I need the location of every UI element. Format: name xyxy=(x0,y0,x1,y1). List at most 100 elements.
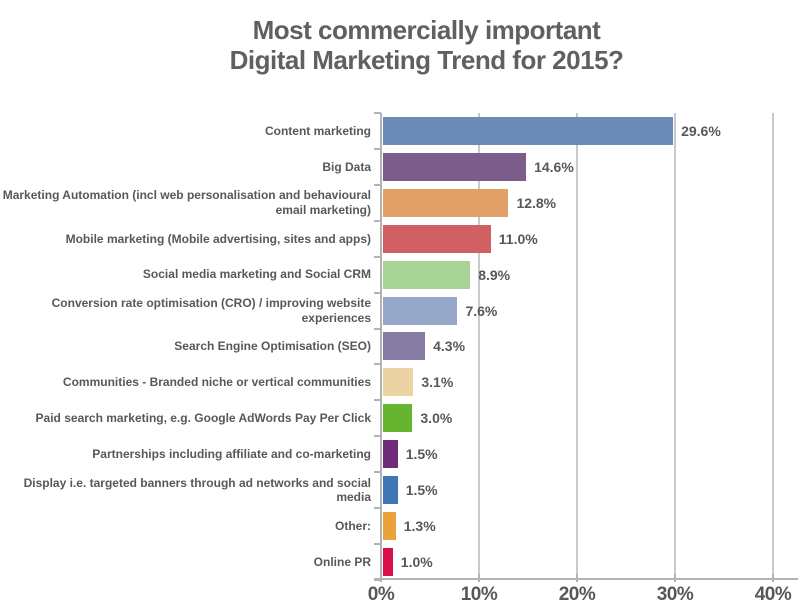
x-axis-tick xyxy=(478,574,480,582)
category-label: Mobile marketing (Mobile advertising, si… xyxy=(65,231,371,246)
bar-row: Display i.e. targeted banners through ad… xyxy=(0,472,801,508)
bar-row: Conversion rate optimisation (CRO) / imp… xyxy=(0,293,801,329)
category-label: Other: xyxy=(335,518,371,533)
y-axis-tick xyxy=(374,363,381,365)
y-axis-tick xyxy=(374,112,381,114)
y-axis-tick xyxy=(374,220,381,222)
bar-track: 4.3% xyxy=(381,329,801,365)
x-axis-tick-label: 0% xyxy=(367,584,395,605)
bar-track: 8.9% xyxy=(381,257,801,293)
bar-row: Online PR 1.0% xyxy=(0,544,801,580)
gridline xyxy=(478,113,480,580)
x-axis-tick-label: 10% xyxy=(460,584,498,605)
value-label: 3.1% xyxy=(421,374,454,391)
value-label: 1.0% xyxy=(400,554,433,571)
bar-track: 1.3% xyxy=(381,508,801,544)
bar-row: Content marketing 29.6% xyxy=(0,113,801,149)
category-label: Paid search marketing, e.g. Google AdWor… xyxy=(35,411,371,426)
value-label: 4.3% xyxy=(433,338,466,355)
chart-title-line2: Digital Marketing Trend for 2015? xyxy=(229,45,624,76)
bar-row: Big Data 14.6% xyxy=(0,149,801,185)
y-axis-tick xyxy=(374,579,381,581)
plot-area: Content marketing 29.6% Big Data 14.6% Marke… xyxy=(0,112,801,581)
value-label: 3.0% xyxy=(420,410,453,427)
value-label: 29.6% xyxy=(681,122,721,139)
bar xyxy=(383,548,393,577)
chart-title-line1: Most commercially important xyxy=(252,15,601,45)
value-label: 7.6% xyxy=(465,302,498,319)
category-label: Big Data xyxy=(322,159,371,174)
y-axis-tick xyxy=(374,292,381,294)
bar xyxy=(383,260,471,289)
value-label: 14.6% xyxy=(534,158,574,175)
value-label: 11.0% xyxy=(498,230,538,247)
x-axis-tick-label: 40% xyxy=(754,584,792,605)
category-label: Social media marketing and Social CRM xyxy=(142,267,371,282)
bar-row: Partnerships including affiliate and co-… xyxy=(0,436,801,472)
bar-track: 1.5% xyxy=(381,436,801,472)
y-axis-tick xyxy=(374,399,381,401)
y-axis-tick xyxy=(374,184,381,186)
value-label: 12.8% xyxy=(516,194,557,211)
category-label: Conversion rate optimisation (CRO) / imp… xyxy=(51,296,371,325)
bar-rows: Content marketing 29.6% Big Data 14.6% Marke… xyxy=(0,113,801,580)
bar-track: 3.1% xyxy=(381,364,801,400)
y-axis-tick xyxy=(374,543,381,545)
y-axis-tick xyxy=(374,256,381,258)
bar xyxy=(383,404,413,433)
category-label: Online PR xyxy=(313,554,371,569)
value-label: 1.5% xyxy=(405,446,438,463)
x-axis-tick-label: 30% xyxy=(656,584,694,605)
bar-row: Other: 1.3% xyxy=(0,508,801,544)
value-label: 1.5% xyxy=(405,482,438,499)
bar xyxy=(383,332,426,361)
category-label: Partnerships including affiliate and co-… xyxy=(92,447,371,462)
y-axis-tick xyxy=(374,507,381,509)
bar xyxy=(383,440,398,469)
bar-track: 1.0% xyxy=(381,544,801,580)
bar-row: Mobile marketing (Mobile advertising, si… xyxy=(0,221,801,257)
y-axis-tick xyxy=(374,471,381,473)
x-axis-tick xyxy=(380,574,382,582)
category-label: Display i.e. targeted banners through ad… xyxy=(23,475,371,505)
x-axis-tick xyxy=(576,574,578,582)
y-axis-line xyxy=(380,113,382,580)
bar-row: Communities - Branded niche or vertical … xyxy=(0,364,801,400)
value-label: 8.9% xyxy=(478,266,511,283)
bar-track: 29.6% xyxy=(381,113,801,149)
bar-track: 11.0% xyxy=(381,221,801,257)
gridline xyxy=(674,113,676,580)
chart-title: Most commercially important Digital Mark… xyxy=(0,0,801,76)
bar xyxy=(383,512,396,541)
category-label: Communities - Branded niche or vertical … xyxy=(62,375,371,390)
x-axis-tick-label: 20% xyxy=(558,584,596,605)
bar-row: Marketing Automation (incl web personali… xyxy=(0,185,801,221)
x-axis-tick xyxy=(674,574,676,582)
category-label: Content marketing xyxy=(264,123,371,138)
bar-row: Social media marketing and Social CRM 8.9… xyxy=(0,257,801,293)
bar-track: 1.5% xyxy=(381,472,801,508)
value-label: 1.3% xyxy=(403,518,436,535)
category-label: Marketing Automation (incl web personali… xyxy=(2,188,371,217)
bar xyxy=(383,188,509,217)
gridline xyxy=(576,113,578,580)
bar xyxy=(383,224,491,253)
x-axis-tick xyxy=(772,574,774,582)
y-axis-tick xyxy=(374,148,381,150)
bar xyxy=(383,368,414,397)
bar-track: 12.8% xyxy=(381,185,801,221)
bar xyxy=(383,152,527,181)
category-label: Search Engine Optimisation (SEO) xyxy=(174,339,371,354)
bar xyxy=(383,476,398,505)
y-axis-tick xyxy=(374,435,381,437)
bar-track: 14.6% xyxy=(381,149,801,185)
bar-row: Paid search marketing, e.g. Google AdWor… xyxy=(0,400,801,436)
bar-track: 3.0% xyxy=(381,400,801,436)
bar xyxy=(383,296,458,325)
bar xyxy=(383,116,674,145)
x-axis-line xyxy=(374,578,798,580)
gridline xyxy=(772,113,774,580)
bar-track: 7.6% xyxy=(381,293,801,329)
bar-row: Search Engine Optimisation (SEO) 4.3% xyxy=(0,329,801,365)
